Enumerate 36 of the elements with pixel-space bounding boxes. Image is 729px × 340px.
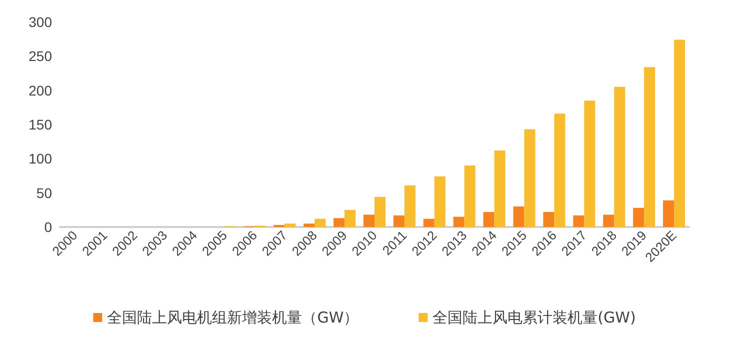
bar: [364, 214, 374, 227]
bar: [374, 196, 386, 227]
y-tick-label: 250: [28, 48, 52, 64]
y-tick-label: 100: [28, 150, 52, 167]
bar: [284, 224, 296, 227]
bar: [423, 218, 434, 227]
bar: [633, 208, 644, 227]
bar: [434, 176, 446, 227]
bar: [404, 185, 416, 227]
bar: [344, 210, 356, 227]
bar: [644, 67, 656, 227]
bar: [543, 212, 554, 227]
legend-label: 全国陆上风电累计装机量(GW): [432, 308, 636, 326]
bar: [314, 218, 326, 227]
y-tick-label: 150: [28, 116, 52, 132]
legend-label: 全国陆上风电机组新增装机量（GW）: [107, 308, 359, 326]
y-tick-label: 0: [44, 219, 52, 235]
bar: [614, 86, 626, 227]
y-tick-label: 50: [36, 184, 52, 201]
bar: [584, 100, 596, 227]
y-tick-label: 300: [28, 14, 52, 30]
bar: [573, 215, 584, 227]
bar: [494, 150, 506, 227]
bar: [304, 224, 315, 227]
y-tick-label: 200: [28, 82, 52, 98]
bar: [483, 212, 494, 227]
bar: [334, 218, 345, 227]
bar: [663, 200, 674, 227]
bar: [674, 40, 686, 227]
bar: [464, 166, 476, 227]
bar: [603, 214, 614, 227]
bar: [513, 206, 524, 227]
bar: [524, 129, 536, 227]
bar: [453, 216, 464, 227]
bar: [554, 114, 566, 227]
bar: [393, 215, 404, 227]
